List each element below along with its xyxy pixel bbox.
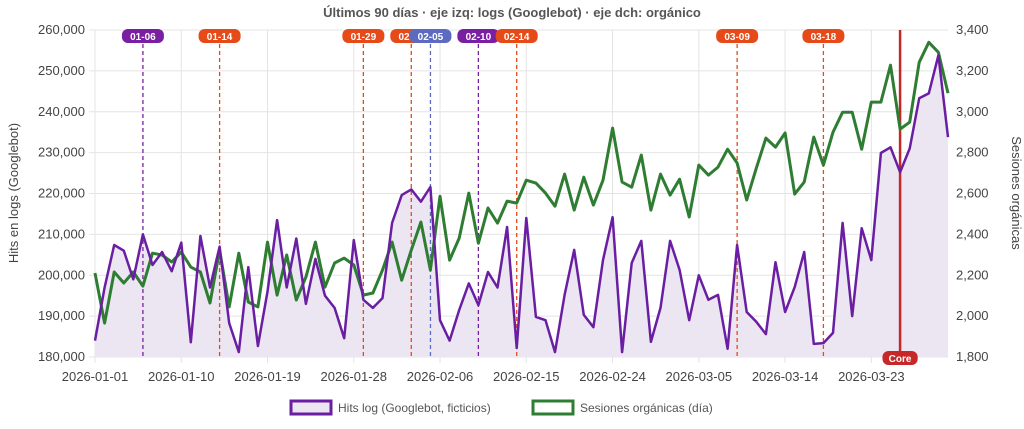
- legend: Hits log (Googlebot, ficticios) Sesiones…: [291, 401, 713, 415]
- legend-item-sessions[interactable]: Sesiones orgánicas (día): [533, 401, 713, 415]
- y-tick-label-right: 2,000: [956, 308, 989, 323]
- y-tick-label-left: 200,000: [38, 267, 85, 282]
- x-tick-label: 2026-02-24: [579, 369, 646, 384]
- hits-area: [95, 55, 948, 357]
- x-tick-label: 2026-01-10: [148, 369, 215, 384]
- legend-label-hits: Hits log (Googlebot, ficticios): [338, 401, 491, 415]
- y-tick-label-right: 3,400: [956, 22, 989, 37]
- y-tick-label-right: 2,400: [956, 226, 989, 241]
- x-tick-label: 2026-01-01: [62, 369, 129, 384]
- y-tick-label-right: 2,800: [956, 145, 989, 160]
- legend-label-sessions: Sesiones orgánicas (día): [580, 401, 713, 415]
- legend-item-hits[interactable]: Hits log (Googlebot, ficticios): [291, 401, 491, 415]
- y-tick-label-left: 240,000: [38, 104, 85, 119]
- y-tick-label-left: 180,000: [38, 349, 85, 364]
- y-tick-label-right: 2,200: [956, 267, 989, 282]
- x-tick-label: 2026-03-23: [838, 369, 905, 384]
- annotation-label: 02-10: [466, 32, 492, 43]
- y-tick-label-left: 260,000: [38, 22, 85, 37]
- y-tick-label-left: 220,000: [38, 186, 85, 201]
- x-tick-label: 2026-02-06: [407, 369, 474, 384]
- x-tick-label: 2026-03-05: [666, 369, 733, 384]
- y-tick-label-right: 3,000: [956, 104, 989, 119]
- x-tick-label: 2026-01-19: [234, 369, 301, 384]
- annotation-label: 01-29: [351, 32, 377, 43]
- y-tick-label-left: 250,000: [38, 63, 85, 78]
- hits-fill-area: [95, 55, 948, 357]
- y-tick-label-right: 2,600: [956, 186, 989, 201]
- annotation-label: 02-14: [504, 32, 530, 43]
- x-tick-label: 2026-02-15: [493, 369, 560, 384]
- annotation-label: 03-18: [811, 32, 837, 43]
- chart-title: Últimos 90 días · eje izq: logs (Googleb…: [323, 5, 701, 20]
- y-axis-left-label: Hits en logs (Googlebot): [6, 123, 21, 263]
- legend-swatch-hits: [291, 401, 331, 414]
- y-tick-label-left: 210,000: [38, 226, 85, 241]
- x-tick-label: 2026-03-14: [752, 369, 819, 384]
- annotation-label: 02-05: [418, 32, 444, 43]
- y-tick-label-right: 3,200: [956, 63, 989, 78]
- annotation-label: 01-14: [207, 32, 233, 43]
- x-tick-label: 2026-01-28: [321, 369, 388, 384]
- y-tick-label-right: 1,800: [956, 349, 989, 364]
- y-tick-label-left: 230,000: [38, 145, 85, 160]
- annotation-label: Core: [889, 354, 912, 365]
- legend-swatch-sessions: [533, 401, 573, 414]
- y-tick-label-left: 190,000: [38, 308, 85, 323]
- annotation-label: 01-06: [130, 32, 156, 43]
- annotation-label: 03-09: [724, 32, 750, 43]
- y-axis-right-label: Sesiones orgánicas: [1009, 136, 1024, 250]
